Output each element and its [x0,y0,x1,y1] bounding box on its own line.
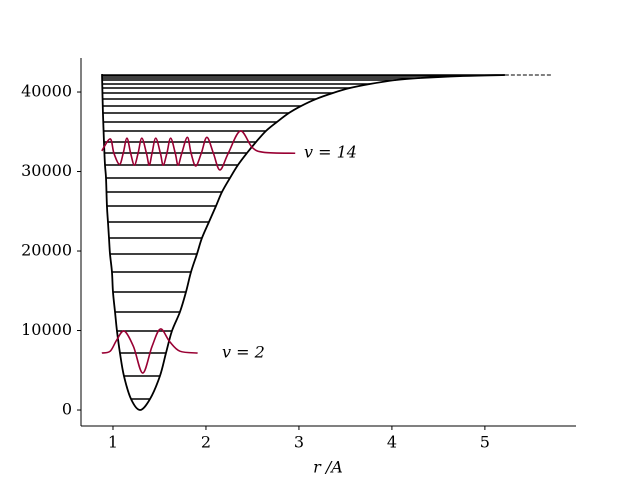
x-axis-label: r /A [313,458,343,477]
y-tick-label: 20000 [21,241,72,260]
wavefunction [101,130,296,171]
y-tick-label: 10000 [21,320,72,339]
x-tick-label: 1 [108,433,118,452]
x-tick-label: 3 [294,433,304,452]
series-label: v = 2 [222,343,265,362]
wavefunction [101,328,198,374]
y-tick-label: 0 [62,400,72,419]
y-tick-label: 30000 [21,161,72,180]
y-tick-label: 40000 [21,82,72,101]
x-tick-label: 4 [387,433,397,452]
series-label: v = 14 [304,143,357,162]
potential-curve [101,74,505,411]
x-tick-label: 5 [480,433,490,452]
x-tick-label: 2 [201,433,211,452]
